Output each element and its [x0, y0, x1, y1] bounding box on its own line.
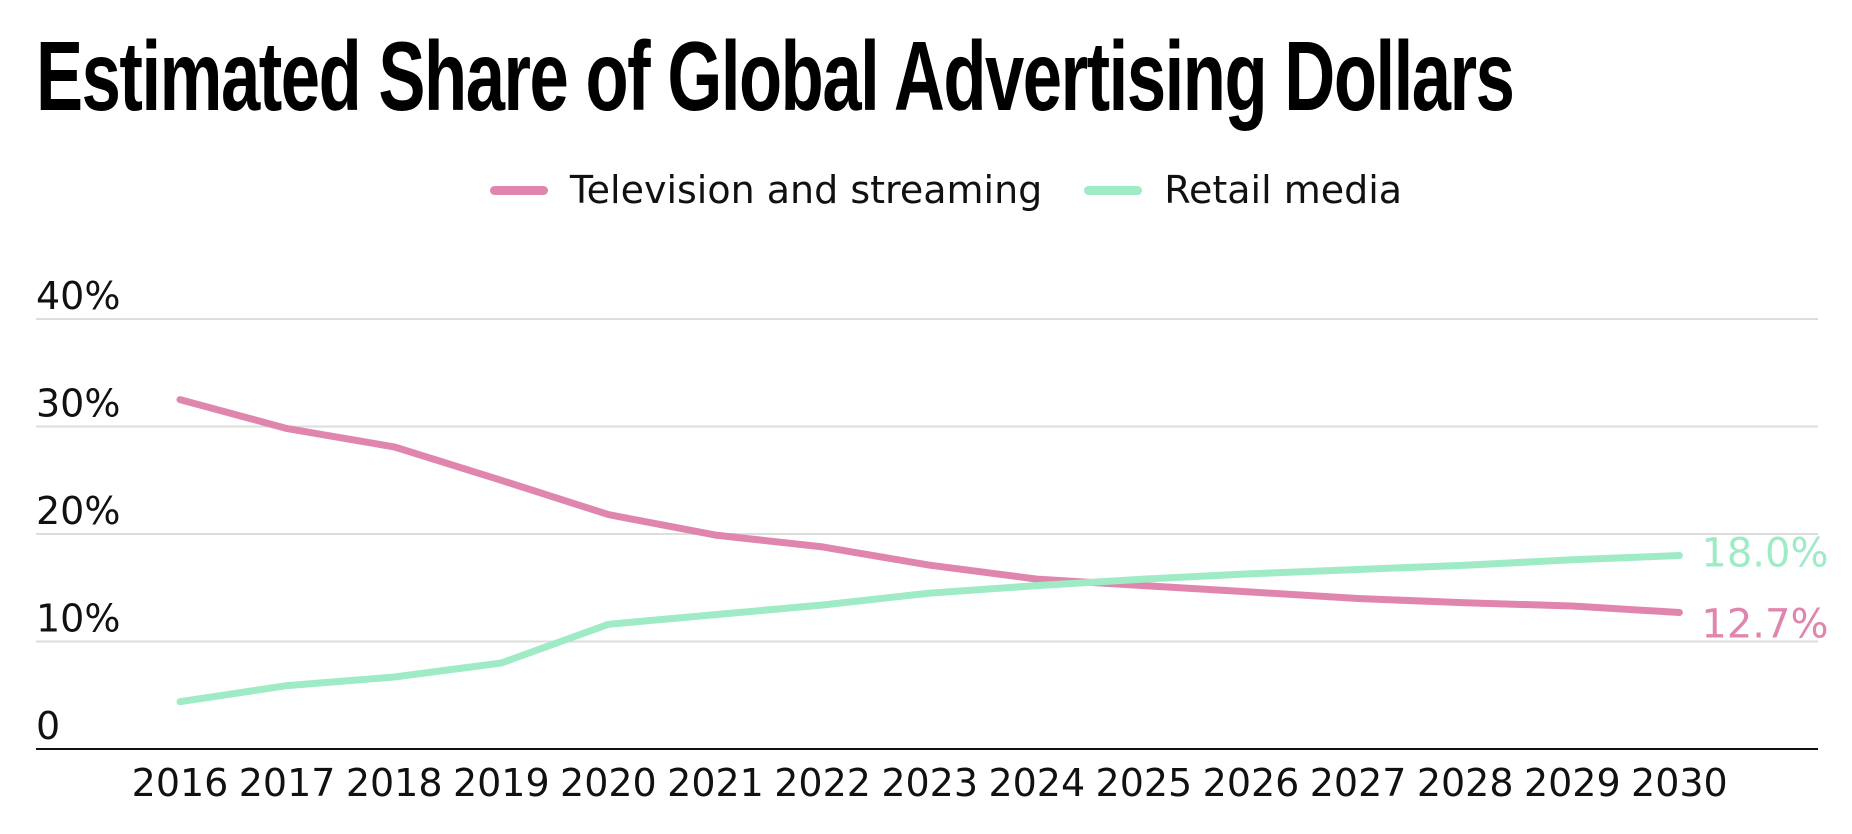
y-tick-label-20: 20%	[36, 489, 120, 533]
x-tick-label-2017: 2017	[239, 761, 336, 805]
x-tick-label-2021: 2021	[667, 761, 764, 805]
series-line-retail-media	[176, 552, 1683, 706]
x-tick-label-2019: 2019	[453, 761, 550, 805]
legend-swatch-television	[489, 185, 548, 195]
chart-title: Estimated Share of Global Advertising Do…	[36, 21, 1515, 131]
x-tick-label-2028: 2028	[1417, 761, 1514, 805]
legend-swatch-retail-media	[1084, 185, 1143, 195]
x-tick-label-2016: 2016	[132, 761, 229, 805]
x-tick-label-2022: 2022	[774, 761, 871, 805]
legend-label-retail-media: Retail media	[1164, 168, 1403, 212]
x-tick-label-2027: 2027	[1310, 761, 1407, 805]
x-tick-label-2026: 2026	[1203, 761, 1300, 805]
x-tick-label-2018: 2018	[346, 761, 443, 805]
x-tick-label-2029: 2029	[1524, 761, 1621, 805]
x-tick-label-2024: 2024	[988, 761, 1085, 805]
y-tick-label-0: 0	[36, 704, 60, 748]
legend-item-retail-media: Retail media	[1084, 168, 1402, 212]
x-tick-label-2030: 2030	[1631, 761, 1728, 805]
legend-label-television: Television and streaming	[569, 168, 1043, 212]
y-tick-label-10: 10%	[36, 597, 120, 641]
legend-item-television: Television and streaming	[489, 168, 1043, 212]
y-tick-label-30: 30%	[36, 382, 120, 426]
end-label-television-and-streaming: 12.7%	[1701, 601, 1828, 647]
x-tick-label-2025: 2025	[1096, 761, 1193, 805]
y-tick-label-40: 40%	[36, 274, 120, 318]
end-label-retail-media: 18.0%	[1701, 531, 1828, 577]
series-line-television-and-streaming	[176, 396, 1683, 616]
x-tick-label-2023: 2023	[881, 761, 978, 805]
chart-legend: Television and streaming Retail media	[0, 168, 1852, 212]
x-tick-label-2020: 2020	[560, 761, 657, 805]
